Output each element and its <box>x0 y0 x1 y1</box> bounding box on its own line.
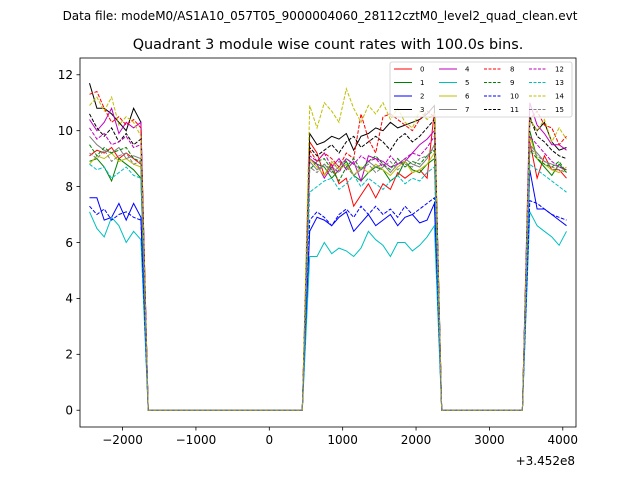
x-tick-label: 0 <box>265 433 273 447</box>
legend-label-7: 7 <box>465 106 469 114</box>
y-tick-label: 4 <box>65 292 73 306</box>
y-tick-label: 2 <box>65 348 73 362</box>
y-tick-label: 8 <box>65 180 73 194</box>
legend-label-2: 2 <box>420 93 424 101</box>
x-tick-label: 1000 <box>327 433 358 447</box>
legend-label-11: 11 <box>510 106 519 114</box>
legend-label-6: 6 <box>465 93 470 101</box>
x-tick-label: 3000 <box>474 433 505 447</box>
chart-title: Quadrant 3 module wise count rates with … <box>133 37 524 53</box>
legend-label-12: 12 <box>555 66 564 74</box>
legend-label-0: 0 <box>420 66 424 74</box>
x-offset-label: +3.452e8 <box>516 454 575 468</box>
plot-lines <box>89 83 567 411</box>
legend-label-4: 4 <box>465 66 470 74</box>
series-line-8 <box>89 90 567 411</box>
y-tick-label: 0 <box>65 404 73 418</box>
figure-suptitle: Data file: modeM0/AS1A10_057T05_90000040… <box>63 9 578 23</box>
y-tick-label: 10 <box>58 124 73 138</box>
y-tick-label: 12 <box>58 68 73 82</box>
x-tick-label: 2000 <box>401 433 432 447</box>
legend-label-8: 8 <box>510 66 514 74</box>
x-tick-label: −1000 <box>176 433 217 447</box>
y-tick-label: 6 <box>65 236 73 250</box>
legend-label-1: 1 <box>420 79 424 87</box>
x-tick-label: −2000 <box>102 433 143 447</box>
legend-label-13: 13 <box>555 79 564 87</box>
series-line-15 <box>89 146 567 411</box>
legend-label-3: 3 <box>420 106 424 114</box>
legend-label-14: 14 <box>555 93 564 101</box>
legend-label-9: 9 <box>510 79 514 87</box>
legend-label-5: 5 <box>465 79 469 87</box>
legend-label-15: 15 <box>555 106 564 114</box>
legend-label-10: 10 <box>510 93 519 101</box>
legend-box <box>389 61 573 118</box>
x-tick-label: 4000 <box>548 433 579 447</box>
